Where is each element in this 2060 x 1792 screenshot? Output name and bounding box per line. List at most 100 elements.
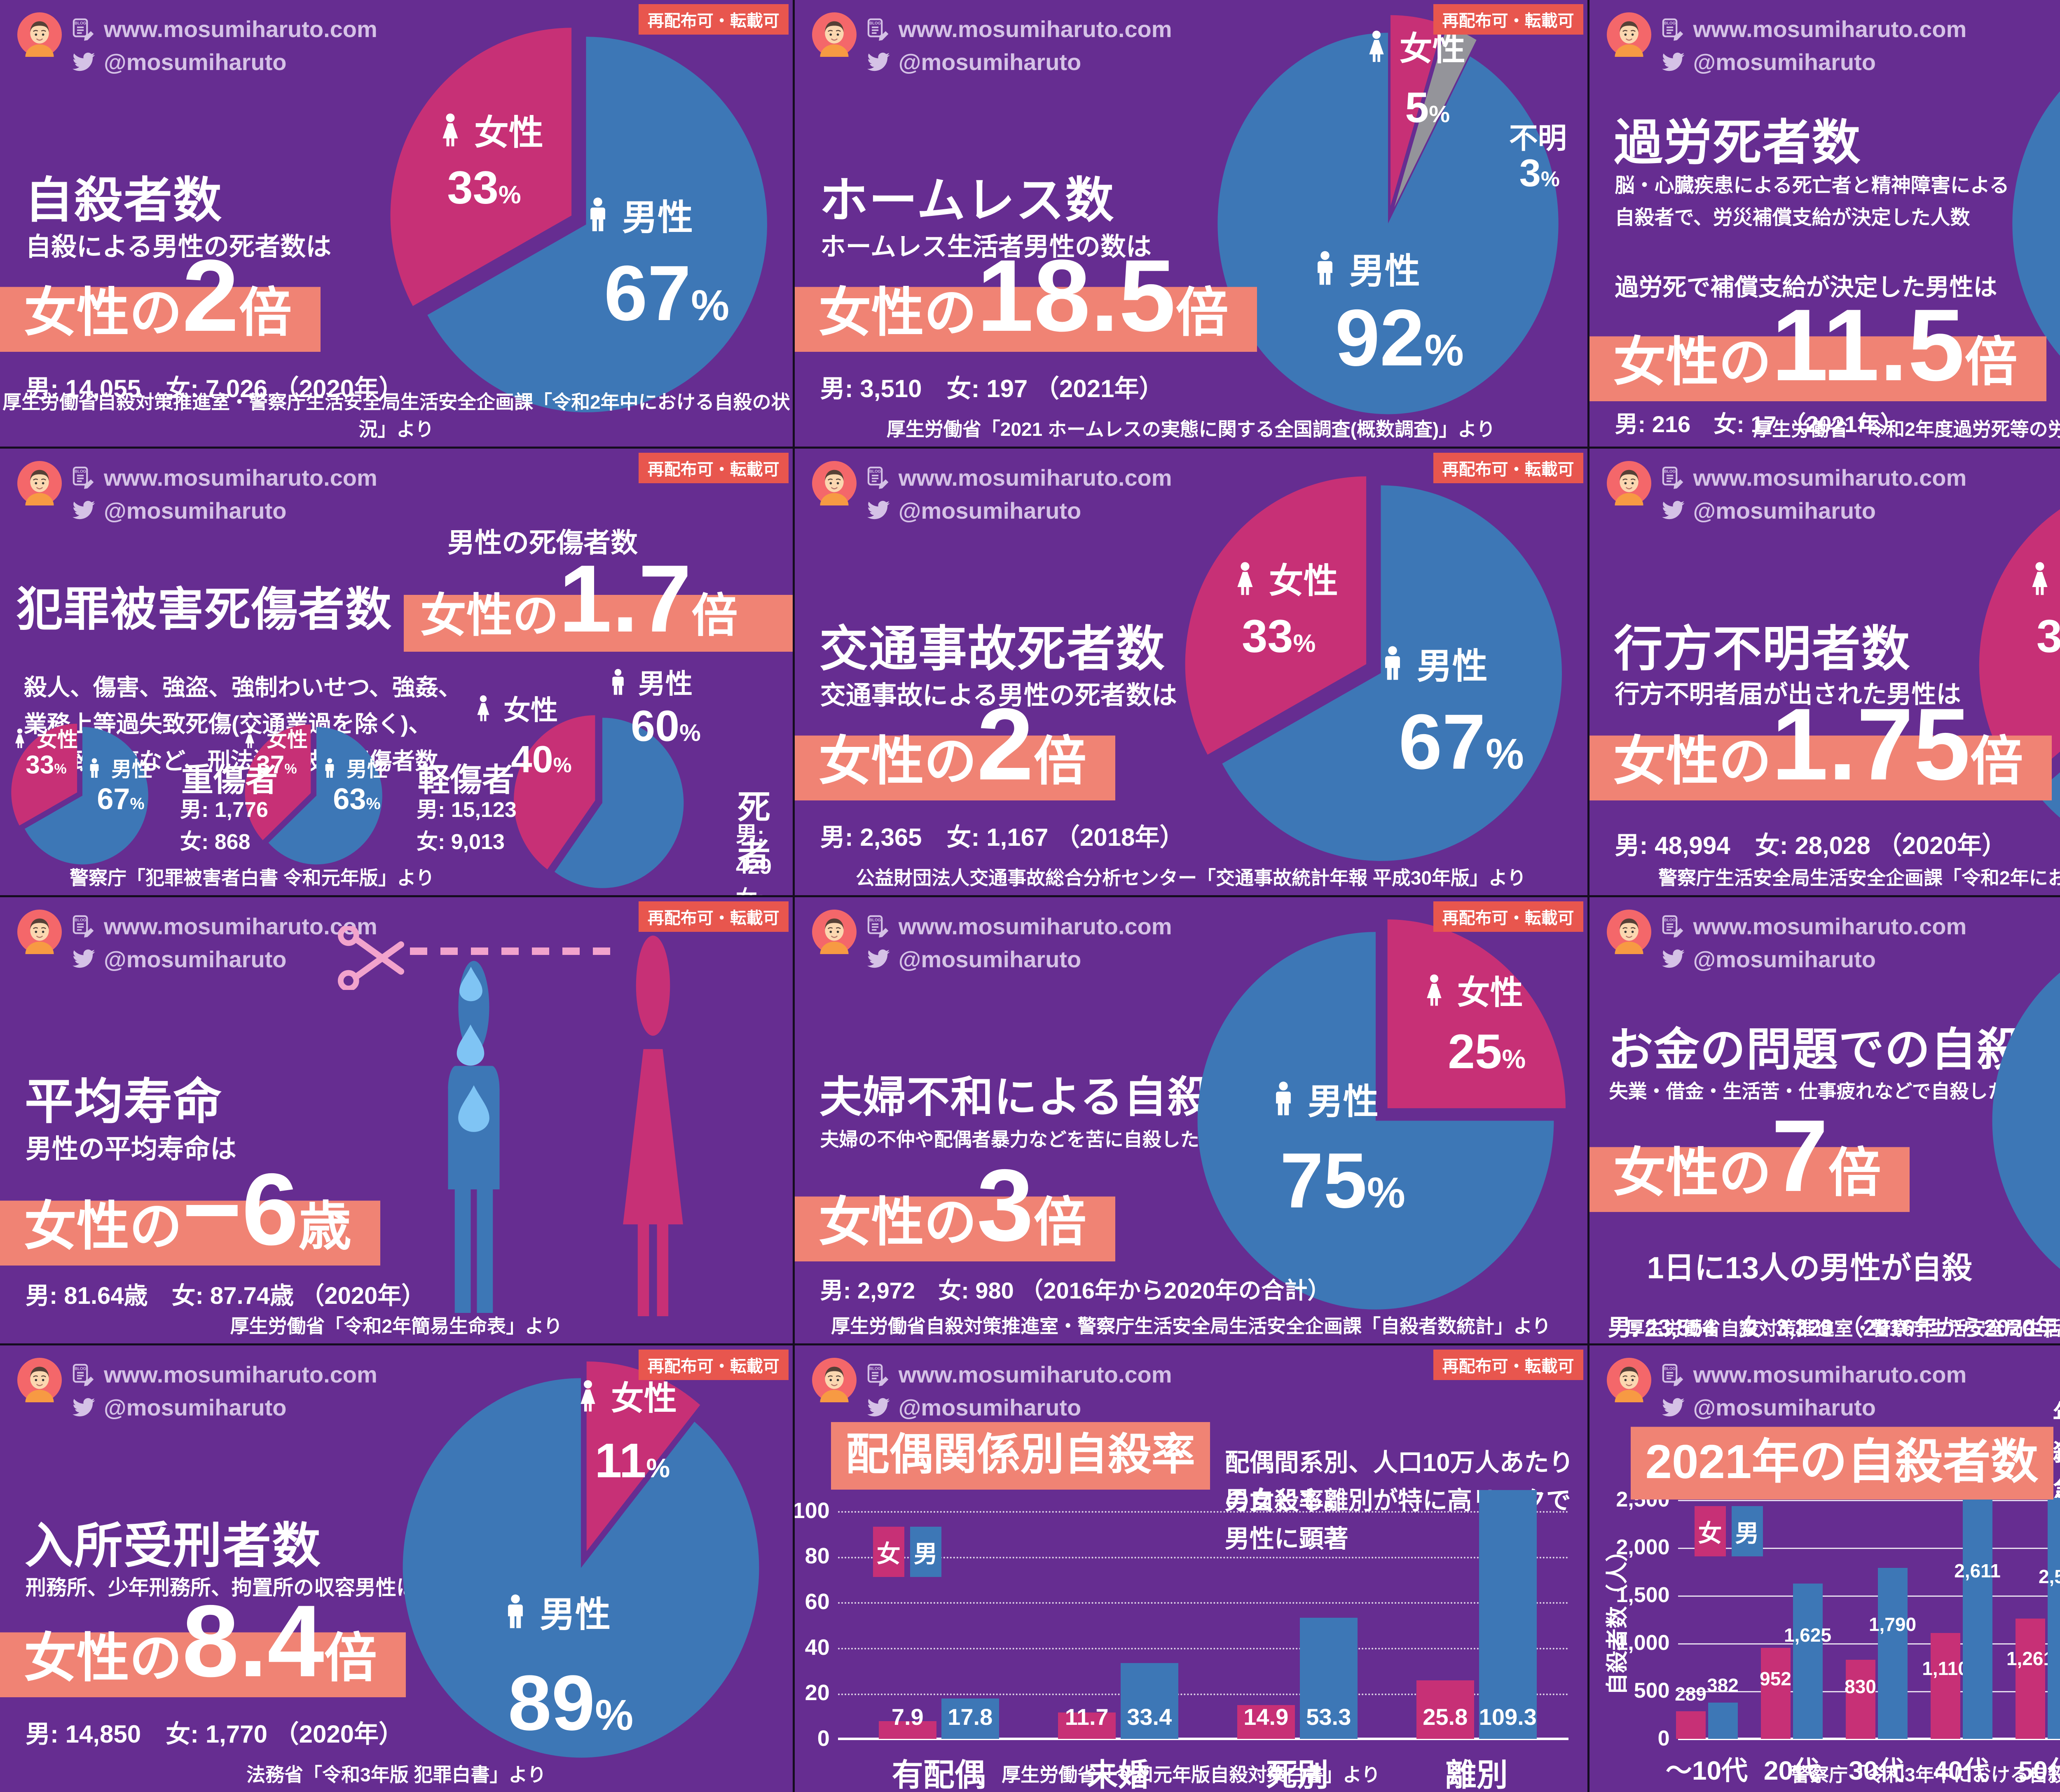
panel-suicides-2021-by-age: BLOG www.mosumiharuto.com @mosumiharuto …: [1589, 1345, 2060, 1792]
svg-text:BLOG: BLOG: [869, 1366, 881, 1371]
counts-line: 男: 3,510 女: 197 （2021年）: [820, 375, 1164, 402]
website-link[interactable]: BLOG www.mosumiharuto.com: [866, 464, 1172, 491]
website-link[interactable]: BLOG www.mosumiharuto.com: [71, 16, 377, 42]
website-link[interactable]: BLOG www.mosumiharuto.com: [1660, 1361, 1966, 1388]
avatar: [17, 1358, 62, 1403]
website-link[interactable]: BLOG www.mosumiharuto.com: [71, 464, 377, 491]
svg-text:BLOG: BLOG: [1664, 21, 1676, 26]
twitter-link[interactable]: @mosumiharuto: [1660, 1394, 1876, 1421]
female-icon: [442, 113, 458, 147]
website-link[interactable]: BLOG www.mosumiharuto.com: [1660, 16, 1966, 42]
avatar: [17, 461, 62, 505]
twitter-link[interactable]: @mosumiharuto: [866, 49, 1081, 75]
male-icon: [508, 1594, 523, 1628]
bar-chart: 0 20 40 60 80 100 7.9 17.8 有配偶 11.7 33.4 未婚 14.9 53.3…: [795, 1345, 1587, 1792]
pie-pct-male: 75%: [1280, 1137, 1405, 1224]
website-url: www.mosumiharuto.com: [1693, 464, 1967, 491]
source-note: 警察庁「犯罪被害者白書 令和元年版」より: [69, 867, 435, 889]
pie-label-male: 男性: [1375, 636, 1488, 689]
pie-label-male: 男性: [1307, 241, 1420, 295]
panel-traffic-deaths: BLOG www.mosumiharuto.com @mosumiharuto …: [794, 448, 1587, 895]
panel-suicide-deaths: BLOG www.mosumiharuto.com @mosumiharuto …: [0, 0, 793, 447]
twitter-link[interactable]: @mosumiharuto: [71, 1394, 287, 1421]
pie-label-female: 女性: [433, 104, 543, 156]
twitter-link[interactable]: @mosumiharuto: [866, 946, 1082, 973]
pie-label-female: 女性: [1228, 552, 1338, 604]
twitter-icon: [72, 52, 95, 71]
panel-title: お金の問題での自殺: [1608, 1024, 2023, 1075]
counts-line: 男: 14,850 女: 1,770 （2020年）: [26, 1720, 404, 1748]
website-url: www.mosumiharuto.com: [104, 1362, 377, 1388]
license-badge: 再配布可・転載可: [638, 1350, 789, 1380]
source-note: 厚生労働省自殺対策推進室・警察庁生活安全局生活安全企画課「自殺者数統計」より: [1625, 1318, 2060, 1340]
blog-icon: BLOG: [73, 18, 94, 41]
pie-deaths: [514, 712, 689, 894]
website-link[interactable]: BLOG www.mosumiharuto.com: [1660, 464, 1967, 491]
panel-title: 自殺者数: [25, 173, 223, 228]
website-link[interactable]: BLOG www.mosumiharuto.com: [71, 1361, 377, 1388]
twitter-icon: [867, 1398, 890, 1416]
website-url: www.mosumiharuto.com: [104, 16, 377, 42]
group-counts: 男: 429女: 281: [736, 822, 772, 895]
twitter-handle: @mosumiharuto: [104, 946, 287, 972]
svg-text:BLOG: BLOG: [869, 918, 881, 922]
pie-serious-injury: [11, 723, 152, 869]
twitter-handle: @mosumiharuto: [1693, 497, 1876, 524]
twitter-icon: [1662, 949, 1685, 968]
license-badge: 再配布可・転載可: [1433, 1350, 1583, 1380]
group-name: 死者: [737, 788, 770, 873]
avatar: [1606, 461, 1651, 505]
highlight-ratio: 女性の 1.75 倍: [1589, 693, 2052, 800]
twitter-link[interactable]: @mosumiharuto: [866, 497, 1081, 524]
svg-text:BLOG: BLOG: [869, 21, 881, 26]
panel-title: 入所受刑者数: [25, 1519, 322, 1574]
twitter-handle: @mosumiharuto: [898, 946, 1082, 972]
twitter-link[interactable]: @mosumiharuto: [1660, 946, 1876, 973]
twitter-link[interactable]: @mosumiharuto: [71, 946, 287, 973]
source-note: 厚生労働省「令和元年版自殺対策白書」より: [1002, 1764, 1381, 1785]
website-link[interactable]: BLOG www.mosumiharuto.com: [71, 913, 377, 940]
blog-icon: BLOG: [1662, 1364, 1683, 1386]
counts-line: 男: 216 女: 17 （2021年）: [1615, 411, 1903, 437]
twitter-handle: @mosumiharuto: [104, 49, 287, 75]
pie-label-female: 女性: [470, 688, 558, 728]
blog-icon: BLOG: [867, 1364, 889, 1386]
website-url: www.mosumiharuto.com: [104, 913, 377, 939]
highlight-ratio: 女性の 3 倍: [794, 1154, 1115, 1261]
pie-chart: [391, 1362, 770, 1770]
male-icon: [612, 669, 624, 695]
pie-pct-female: 5%: [1405, 84, 1450, 132]
license-badge: 再配布可・転載可: [638, 901, 789, 932]
website-link[interactable]: BLOG www.mosumiharuto.com: [866, 16, 1172, 42]
panel-karoshi-deaths: BLOG www.mosumiharuto.com @mosumiharuto …: [1589, 0, 2060, 447]
pie-label-male: 男性: [2052, 283, 2060, 337]
pie-label-female: 女性: [239, 723, 308, 753]
svg-text:BLOG: BLOG: [1664, 918, 1676, 922]
pie-label-unknown: 不明: [1509, 122, 1567, 154]
website-url: www.mosumiharuto.com: [898, 913, 1172, 939]
twitter-link[interactable]: @mosumiharuto: [71, 49, 287, 75]
female-icon: [1427, 974, 1442, 1006]
blog-icon: BLOG: [73, 1364, 94, 1386]
pie-pct-male: 89%: [508, 1659, 634, 1747]
highlight-ratio: 女性の 18.5 倍: [794, 244, 1257, 352]
twitter-link[interactable]: @mosumiharuto: [1660, 497, 1876, 524]
cut-line: [410, 947, 622, 955]
website-url: www.mosumiharuto.com: [898, 1362, 1172, 1388]
female-icon: [477, 695, 489, 721]
website-url: www.mosumiharuto.com: [898, 16, 1172, 42]
panel-title: 行方不明者数: [1614, 622, 1911, 676]
panel-subtitle-2: 自殺者で、労災補償支給が決定した人数: [1615, 207, 1970, 229]
website-link[interactable]: BLOG www.mosumiharuto.com: [1660, 913, 1966, 940]
twitter-link[interactable]: @mosumiharuto: [71, 497, 287, 524]
avatar: [812, 12, 857, 57]
pie-label-male: 男性: [580, 188, 693, 241]
female-icon: [581, 1380, 595, 1412]
counts-line: 男: 14,055 女: 7,026 （2020年）: [26, 375, 404, 402]
pie-chart: [1185, 473, 1573, 873]
blog-icon: BLOG: [867, 915, 889, 938]
website-link[interactable]: BLOG www.mosumiharuto.com: [866, 913, 1172, 940]
website-link[interactable]: BLOG www.mosumiharuto.com: [866, 1361, 1172, 1388]
highlight-ratio: 女性の 11.5 倍: [1589, 294, 2046, 401]
twitter-link[interactable]: @mosumiharuto: [1660, 49, 1876, 75]
